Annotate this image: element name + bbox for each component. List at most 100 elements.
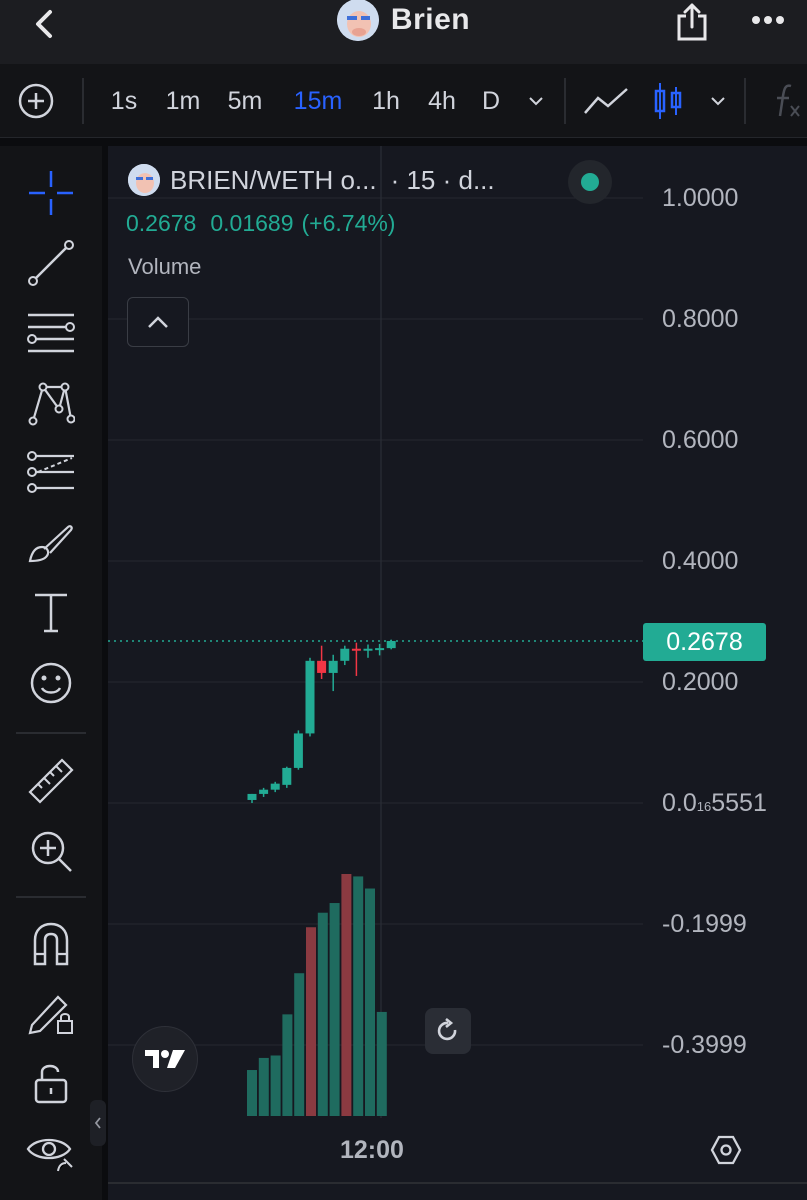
chevron-down-icon <box>529 97 543 106</box>
magnet-tool[interactable] <box>20 912 82 974</box>
price-axis-label: 0.8000 <box>662 305 739 333</box>
interval-1s[interactable]: 1s <box>110 86 138 115</box>
top-nav: Brien <box>0 0 807 64</box>
candle-body <box>328 660 338 673</box>
price-axis-label: -0.1999 <box>662 910 747 938</box>
more-button[interactable] <box>746 0 790 40</box>
interval-1h[interactable]: 1h <box>372 86 400 115</box>
forecast-tool[interactable] <box>20 442 82 504</box>
volume-bar <box>376 1011 387 1116</box>
volume-bar <box>306 927 316 1116</box>
trend-line-tool[interactable] <box>20 232 82 294</box>
tradingview-logo[interactable] <box>132 1026 198 1092</box>
candle-body <box>282 767 292 785</box>
more-dots-icon <box>752 16 784 24</box>
price-axis-label-subscript: 0.0165551 <box>662 789 767 818</box>
interval-4h[interactable]: 4h <box>428 86 456 115</box>
pattern-icon <box>28 382 75 426</box>
share-icon <box>677 3 707 41</box>
candle-body <box>317 660 327 673</box>
toolbar-divider <box>744 78 746 124</box>
volume-bar <box>270 1055 281 1116</box>
candle-body <box>363 648 373 651</box>
symbol-avatar <box>128 164 160 196</box>
volume-bar <box>365 888 375 1116</box>
candle-body <box>247 793 257 800</box>
price-axis-label: -0.3999 <box>662 1031 747 1059</box>
candle-body <box>259 789 269 794</box>
time-axis[interactable] <box>108 1118 807 1200</box>
candle-body <box>270 783 280 790</box>
chart-type-dropdown[interactable] <box>704 64 732 138</box>
interval-15m[interactable]: 15m <box>293 86 343 115</box>
title-group: Brien <box>0 0 807 41</box>
interval-dropdown[interactable] <box>522 64 550 138</box>
text-tool[interactable] <box>20 582 82 644</box>
drawing-toolbar <box>0 146 106 1200</box>
price-axis-label: 1.0000 <box>662 184 739 212</box>
toolbar-collapse-handle[interactable] <box>90 1100 106 1146</box>
crosshair-tool[interactable] <box>20 162 82 224</box>
candle-body <box>386 640 396 649</box>
lock-all-tool[interactable] <box>20 1052 82 1114</box>
back-button[interactable] <box>24 4 64 44</box>
volume-bar <box>341 874 352 1116</box>
chart-pane[interactable]: BRIEN/WETH o... · 15 · d... 0.2678 0.016… <box>108 146 807 1200</box>
volume-bar <box>258 1057 269 1116</box>
legend-symbol-row: BRIEN/WETH o... · 15 · d... <box>128 164 495 196</box>
add-symbol-button[interactable] <box>14 64 58 138</box>
price-axis-label: 0.2000 <box>662 668 739 696</box>
chevron-down-icon <box>711 97 725 106</box>
line-chart-type-button[interactable] <box>580 64 632 138</box>
visibility-tool[interactable] <box>20 1122 82 1184</box>
reset-chart-button[interactable] <box>425 1008 471 1054</box>
chart-settings-button[interactable] <box>704 1128 748 1172</box>
tools-divider <box>16 896 86 898</box>
text-icon <box>35 593 67 633</box>
current-price-tag: 0.2678 <box>643 623 766 661</box>
price-axis-label-sub: 16 <box>696 799 712 814</box>
candle-body <box>351 648 361 651</box>
page-title: Brien <box>390 3 471 36</box>
symbol-name[interactable]: BRIEN/WETH o... <box>170 164 377 195</box>
volume-bar <box>329 903 340 1116</box>
pattern-tool[interactable] <box>20 372 82 434</box>
interval-d[interactable]: D <box>481 86 501 115</box>
line-chart-icon <box>584 88 628 114</box>
forecast-icon <box>27 451 74 493</box>
candle-body <box>293 733 303 768</box>
candle-body <box>375 648 385 651</box>
candle-chart-type-button[interactable] <box>648 64 688 138</box>
brush-tool[interactable] <box>20 512 82 574</box>
horizontal-lines-icon <box>27 313 75 353</box>
avatar-face-icon <box>336 0 379 41</box>
lock-drawings-tool[interactable] <box>20 982 82 1044</box>
rotate-icon <box>437 1018 457 1041</box>
collapse-legend-button[interactable] <box>127 297 189 347</box>
candle-body <box>305 660 315 734</box>
market-status-indicator[interactable] <box>568 160 612 204</box>
time-axis-label: 12:00 <box>340 1136 404 1164</box>
chevron-up-icon <box>148 316 168 328</box>
price-chart[interactable] <box>108 146 807 1118</box>
zoom-tool[interactable] <box>20 820 82 882</box>
brush-icon <box>28 525 73 563</box>
emoji-tool[interactable] <box>20 652 82 714</box>
price-axis-label: 0.6000 <box>662 426 739 454</box>
avatar <box>336 0 379 41</box>
smiley-icon <box>30 662 72 704</box>
share-button[interactable] <box>670 0 714 44</box>
interval-5m[interactable]: 5m <box>227 86 263 115</box>
plus-circle-icon <box>18 83 54 119</box>
pane-bottom-border <box>108 1182 807 1184</box>
legend-price-row: 0.2678 0.01689 (+6.74%) <box>126 210 395 237</box>
interval-1m[interactable]: 1m <box>165 86 201 115</box>
avatar-face-icon <box>128 164 160 196</box>
trend-line-icon <box>28 240 74 286</box>
indicator-legend-volume[interactable]: Volume <box>128 254 202 279</box>
symbol-interval-info: · 15 · d... <box>390 164 495 195</box>
fib-retracement-tool[interactable] <box>20 302 82 364</box>
indicators-button[interactable] <box>770 64 806 138</box>
toolbar-divider <box>564 78 566 124</box>
measure-tool[interactable] <box>20 750 82 812</box>
